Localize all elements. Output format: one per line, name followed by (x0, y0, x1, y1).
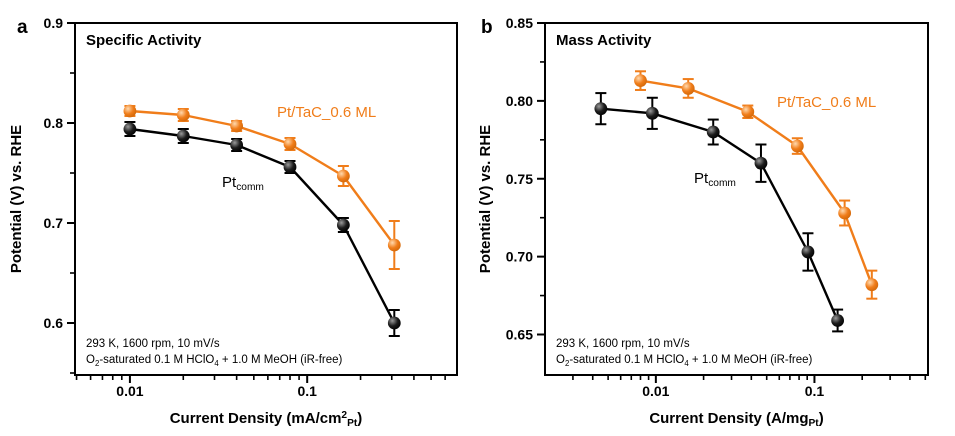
data-point-marker (681, 82, 695, 95)
series-line (600, 107, 839, 321)
data-point-marker (594, 102, 608, 116)
data-point-marker (283, 137, 297, 151)
series-pt-comm (594, 92, 845, 333)
data-point-marker (387, 316, 401, 330)
y-tick-label: 0.70 (506, 249, 533, 265)
panel-letter: a (17, 17, 28, 38)
data-point-marker (387, 238, 401, 252)
data-point-marker (741, 105, 755, 119)
panel-b-frame (544, 22, 929, 376)
series-label: Pt/TaC_0.6 ML (277, 104, 376, 121)
data-point-marker (230, 138, 244, 152)
data-point-marker (123, 122, 137, 136)
data-point-marker (634, 74, 647, 88)
y-tick-label: 0.75 (506, 171, 533, 187)
y-axis-label: Potential (V) vs. RHE (8, 125, 25, 273)
data-point-marker (838, 206, 852, 220)
series-pt-tac (634, 70, 879, 300)
data-point-marker (336, 218, 350, 232)
data-point-marker (176, 108, 190, 122)
data-point-marker (645, 106, 659, 120)
series-line (129, 109, 396, 246)
data-point-marker (336, 169, 350, 183)
y-tick-label: 0.6 (44, 315, 64, 331)
x-axis-label: Current Density (A/mgPt) (649, 410, 823, 429)
series-label: Ptcomm (694, 170, 736, 189)
data-point-marker (123, 104, 137, 118)
y-tick-label: 0.85 (506, 15, 533, 31)
condition-text: 293 K, 1600 rpm, 10 mV/s (86, 338, 220, 350)
data-point-marker (831, 314, 845, 327)
data-point-marker (283, 160, 297, 174)
data-point-marker (754, 156, 768, 170)
x-axis-label: Current Density (mA/cm2Pt) (170, 410, 363, 429)
condition-text: O2-saturated 0.1 M HClO4 + 1.0 M MeOH (i… (86, 354, 343, 368)
y-tick-label: 0.8 (44, 115, 64, 131)
x-tick-label: 0.1 (297, 383, 317, 399)
x-tick-label: 0.01 (116, 383, 143, 399)
y-tick-label: 0.80 (506, 93, 533, 109)
data-point-marker (865, 278, 879, 292)
y-tick-label: 0.9 (44, 15, 64, 31)
panel-a-frame (74, 22, 458, 376)
y-tick-label: 0.7 (44, 215, 64, 231)
series-line (129, 127, 396, 324)
data-point-marker (706, 125, 720, 139)
series-label: Ptcomm (222, 174, 264, 193)
series-pt-tac (123, 104, 401, 270)
data-point-marker (230, 119, 244, 133)
condition-text: 293 K, 1600 rpm, 10 mV/s (556, 338, 690, 350)
data-point-marker (790, 139, 804, 153)
data-point-marker (801, 245, 815, 259)
data-point-marker (176, 129, 190, 143)
panel-a (67, 22, 458, 383)
condition-text: O2-saturated 0.1 M HClO4 + 1.0 M MeOH (i… (556, 354, 813, 368)
panel-title: Mass Activity (556, 32, 652, 49)
panel-letter: b (481, 17, 493, 38)
y-tick-label: 0.65 (506, 327, 533, 343)
x-tick-label: 0.1 (805, 383, 825, 399)
series-label: Pt/TaC_0.6 ML (777, 94, 876, 111)
series-pt-comm (123, 121, 401, 337)
panel-b (537, 22, 929, 383)
y-axis-label: Potential (V) vs. RHE (477, 125, 494, 273)
panel-title: Specific Activity (86, 32, 202, 49)
x-tick-label: 0.01 (642, 383, 669, 399)
